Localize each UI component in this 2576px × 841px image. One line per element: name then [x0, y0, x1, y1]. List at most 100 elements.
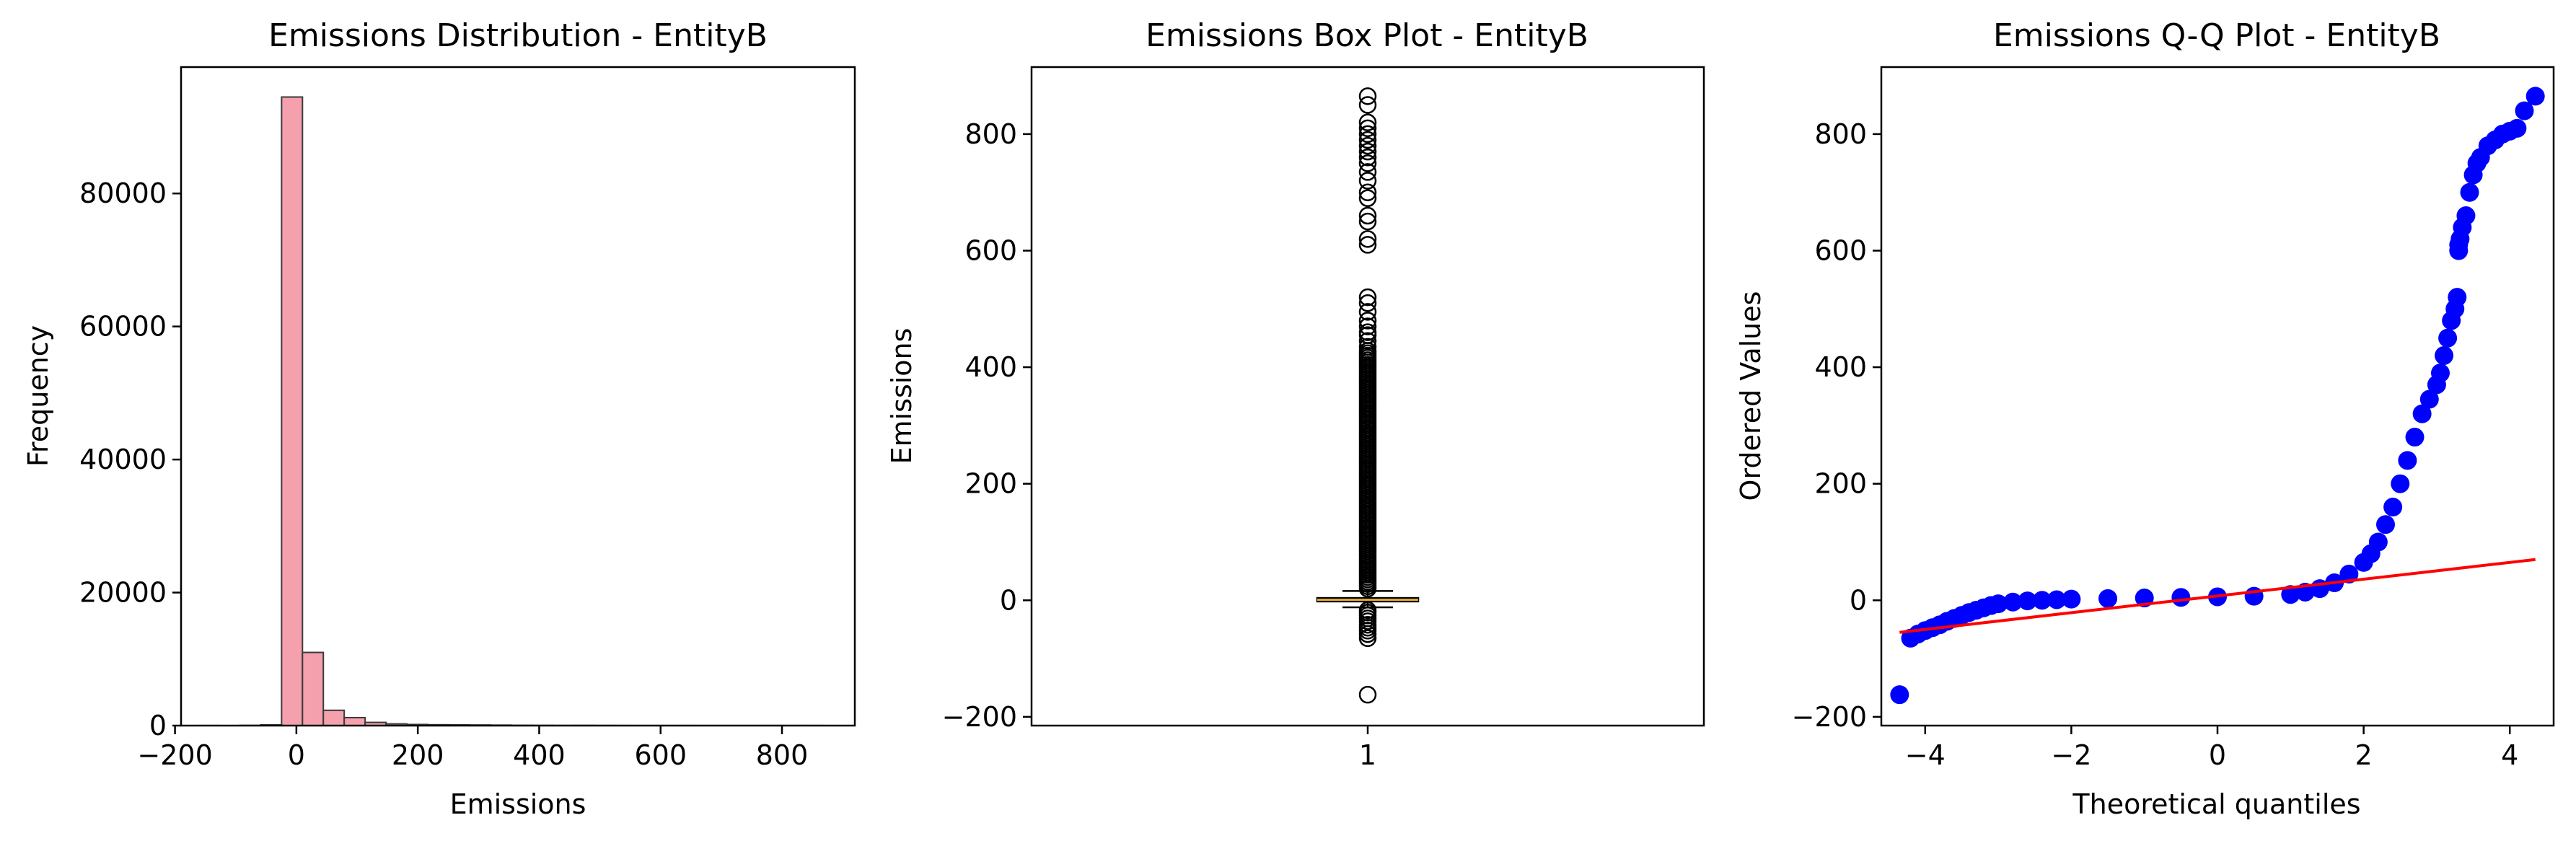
qq-point	[2412, 404, 2432, 423]
x-tick-label: 4	[2501, 739, 2518, 771]
boxplot-outlier	[1358, 163, 1377, 181]
histogram-axes-frame	[180, 66, 856, 727]
boxplot-outlier	[1358, 206, 1377, 225]
qq-y-ticks: −200 0 200 400 600 800	[1792, 118, 1881, 733]
boxplot-outlier	[1358, 189, 1377, 208]
y-tick-label: −200	[942, 701, 1017, 733]
boxplot-outlier	[1358, 212, 1377, 231]
qq-point	[1989, 594, 2008, 614]
qq-point	[2448, 288, 2467, 307]
y-tick-label: 800	[964, 118, 1017, 150]
y-tick-label: 0	[149, 710, 167, 741]
boxplot-outlier	[1358, 236, 1377, 254]
y-tick-label: −200	[1792, 701, 1867, 733]
histogram-y-ticks: 0 20000 40000 60000 80000	[79, 177, 181, 741]
boxplot-outlier	[1358, 317, 1377, 335]
qq-points	[1890, 87, 2545, 705]
qq-point	[2062, 589, 2081, 609]
y-tick-label: 600	[964, 235, 1017, 267]
x-tick-label: 600	[634, 739, 687, 771]
boxplot-panel: Emissions Box Plot - EntityB −200 0 200 400…	[886, 17, 1705, 771]
histogram-title: Emissions Distribution - EntityB	[268, 17, 768, 54]
y-tick-label: 200	[964, 468, 1017, 500]
boxplot-outlier	[1358, 312, 1377, 330]
histogram-bar	[281, 96, 304, 726]
qq-axes-frame	[1880, 66, 2555, 727]
qq-x-ticks: −4 −2 0 2 4	[1905, 726, 2518, 771]
boxplot-outlier	[1358, 303, 1377, 321]
qq-point	[2339, 564, 2359, 584]
x-tick-label: −4	[1905, 739, 1946, 771]
qq-point	[2376, 515, 2395, 534]
boxplot-axes-frame	[1030, 66, 1705, 727]
x-tick-label: 1	[1359, 739, 1376, 771]
boxplot-x-ticks: 1	[1359, 726, 1376, 771]
qq-point	[2281, 585, 2300, 604]
boxplot-outlier	[1358, 113, 1377, 132]
boxplot-outlier	[1358, 154, 1377, 172]
boxplot-outlier	[1358, 294, 1377, 312]
qq-point	[2018, 591, 2037, 611]
qq-point	[2047, 590, 2067, 609]
qq-point	[2438, 328, 2458, 348]
y-tick-label: 400	[964, 351, 1017, 383]
boxplot-title: Emissions Box Plot - EntityB	[1146, 17, 1588, 54]
qq-panel: Emissions Q-Q Plot - EntityB −200 0 200 400…	[1735, 17, 2555, 820]
histogram-bar	[302, 651, 325, 726]
qq-y-label: Ordered Values	[1735, 291, 1767, 501]
x-tick-label: −200	[137, 739, 212, 771]
boxplot-outlier	[1358, 230, 1377, 248]
y-tick-label: 800	[1814, 118, 1867, 150]
boxplot-outlier	[1358, 119, 1377, 138]
qq-point	[2419, 389, 2439, 409]
qq-title: Emissions Q-Q Plot - EntityB	[1993, 17, 2440, 54]
boxplot-outlier	[1358, 148, 1377, 167]
qq-point	[2398, 451, 2417, 470]
boxplot-outlier	[1358, 685, 1377, 704]
qq-point	[2507, 118, 2527, 138]
y-tick-label: 40000	[79, 444, 167, 475]
qq-x-label: Theoretical quantiles	[2072, 788, 2360, 820]
qq-point	[2460, 182, 2479, 202]
x-tick-label: 2	[2355, 739, 2373, 771]
boxplot-outlier	[1358, 172, 1377, 190]
boxplot-y-label: Emissions	[886, 328, 918, 464]
boxplot-outlier	[1358, 142, 1377, 161]
y-tick-label: 0	[1000, 584, 1017, 616]
qq-point	[2391, 474, 2410, 493]
y-tick-label: 60000	[79, 311, 167, 343]
boxplot-outlier	[1358, 332, 1377, 350]
y-tick-label: 200	[1814, 468, 1867, 500]
qq-point	[2098, 589, 2118, 608]
qq-point	[2430, 364, 2450, 383]
boxplot-outlier	[1358, 87, 1377, 105]
boxplot-outliers	[1358, 87, 1377, 704]
boxplot-outlier	[1358, 288, 1377, 307]
qq-point	[2368, 532, 2388, 552]
y-tick-label: 600	[1814, 235, 1867, 267]
boxplot-outlier	[1358, 629, 1377, 648]
boxplot-y-ticks: −200 0 200 400 600 800	[942, 118, 1032, 733]
x-tick-label: 0	[288, 739, 305, 771]
y-tick-label: 400	[1814, 351, 1867, 383]
histogram-bar	[322, 709, 346, 726]
x-tick-label: −2	[2051, 739, 2091, 771]
qq-fit-line	[1899, 558, 2536, 634]
boxplot-outlier	[1358, 136, 1377, 155]
boxplot-outlier	[1358, 96, 1377, 114]
histogram-y-label: Frequency	[22, 325, 54, 467]
histogram-x-ticks: −200 0 200 400 600 800	[137, 726, 808, 771]
boxplot-outlier	[1358, 131, 1377, 149]
qq-point	[2003, 592, 2023, 612]
histogram-bars	[197, 96, 825, 727]
x-tick-label: 0	[2209, 739, 2226, 771]
y-tick-label: 0	[1850, 584, 1867, 616]
qq-point	[2515, 101, 2534, 120]
qq-point	[2383, 498, 2403, 517]
qq-point	[2171, 588, 2191, 607]
qq-point	[2405, 428, 2425, 447]
x-tick-label: 800	[756, 739, 809, 771]
x-tick-label: 200	[392, 739, 444, 771]
qq-point	[2032, 591, 2052, 610]
